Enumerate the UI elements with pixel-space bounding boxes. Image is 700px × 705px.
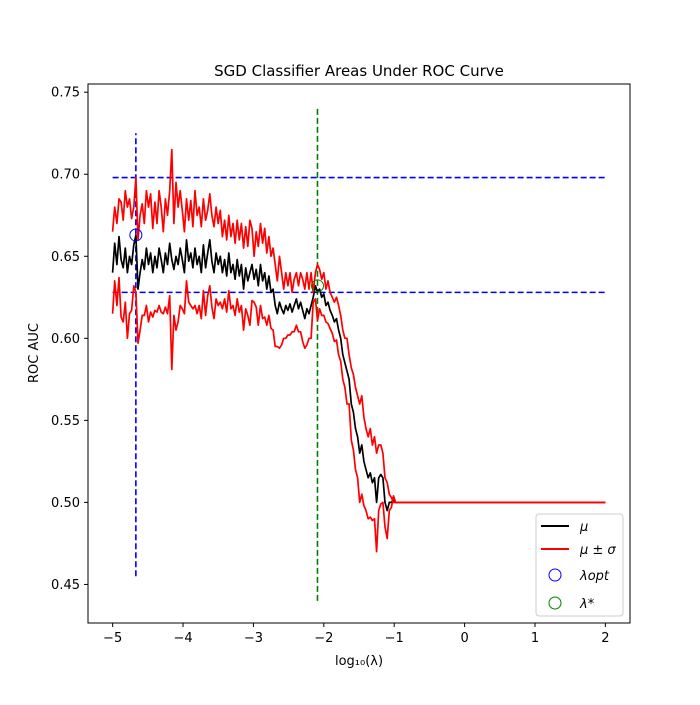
x-tick-label: 1: [531, 631, 539, 646]
x-tick-label: −5: [103, 631, 122, 646]
legend: μ μ ± σ λopt λ*: [535, 513, 624, 617]
x-tick-label: −4: [173, 631, 192, 646]
y-tick-label: 0.75: [51, 86, 80, 101]
chart-title: SGD Classifier Areas Under ROC Curve: [214, 62, 504, 80]
x-tick-label: −2: [314, 631, 333, 646]
series-line-mean: [111, 234, 606, 512]
y-tick-label: 0.70: [51, 168, 80, 183]
legend-lambda-opt-label: λopt: [579, 569, 610, 584]
y-tick-label: 0.50: [51, 496, 80, 511]
legend-lambda-star-label: λ*: [579, 597, 595, 612]
lambda-star-marker: [310, 279, 324, 293]
series-line-lower-band: [111, 276, 606, 553]
axis-ticks: −5 −4 −3 −2 −1 0 1 2 0.45 0.50 0.55 0.60 0.65 0.70 0.7…: [51, 86, 609, 646]
x-tick-label: −1: [385, 631, 404, 646]
x-tick-label: −3: [244, 631, 263, 646]
y-tick-label: 0.45: [51, 578, 80, 593]
legend-box: [535, 513, 624, 617]
legend-band-label: μ ± σ: [579, 543, 616, 558]
series-line-upper-band: [111, 148, 606, 504]
x-axis-label: log₁₀(λ): [335, 654, 383, 669]
y-tick-label: 0.65: [51, 250, 80, 265]
x-tick-label: 2: [601, 631, 609, 646]
axes-frame: [87, 83, 631, 624]
y-axis-label: ROC AUC: [27, 323, 42, 383]
legend-lambda-star-swatch: [548, 596, 562, 610]
y-tick-label: 0.55: [51, 414, 80, 429]
x-tick-label: 0: [460, 631, 468, 646]
legend-mean-label: μ: [579, 520, 588, 535]
lambda-opt-marker: [129, 228, 143, 242]
y-tick-label: 0.60: [51, 332, 80, 347]
legend-lambda-opt-swatch: [548, 568, 562, 582]
plot-area: [111, 108, 606, 601]
